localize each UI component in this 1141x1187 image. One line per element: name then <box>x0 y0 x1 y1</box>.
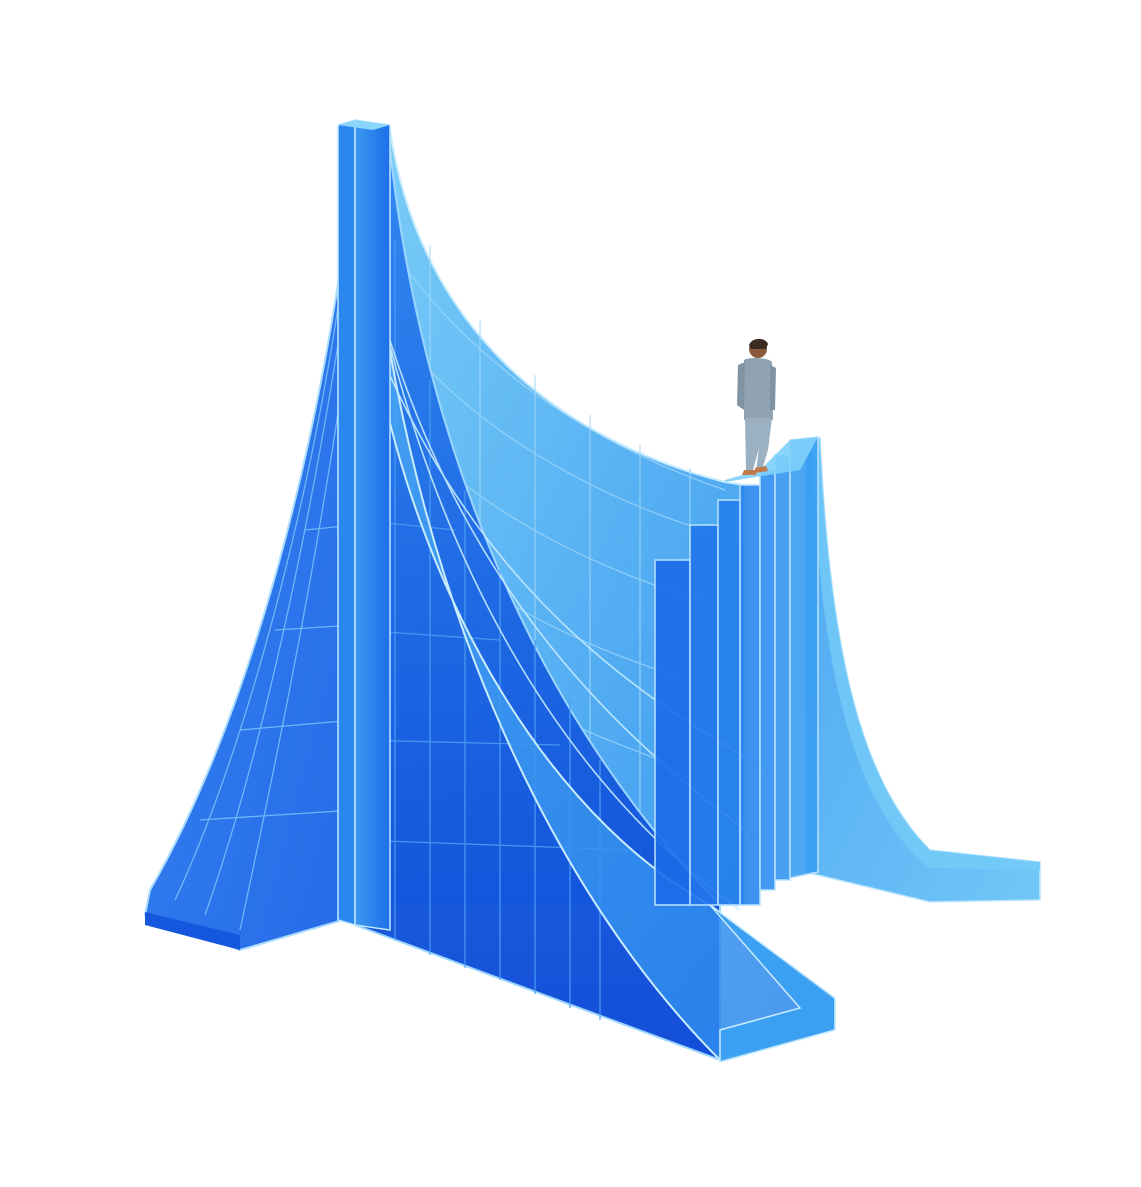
stepped-risers <box>654 436 819 906</box>
left-foot-block <box>145 912 240 950</box>
right-tail-top <box>812 438 1040 870</box>
slide-foot <box>709 904 836 1063</box>
tall-column <box>337 118 391 931</box>
left-sail-wing <box>143 149 362 952</box>
walking-person <box>737 338 776 475</box>
